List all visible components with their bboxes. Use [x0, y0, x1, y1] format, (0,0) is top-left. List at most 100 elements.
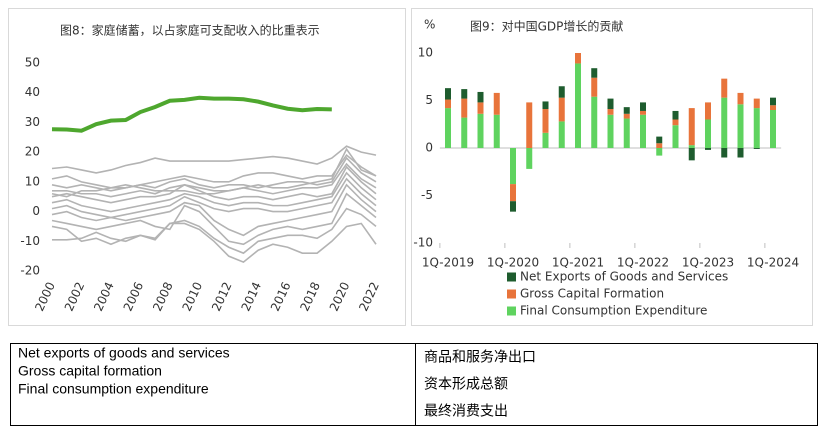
- bar-segment: [672, 110, 679, 120]
- cell: 最终消费支出: [424, 403, 508, 419]
- bar-segment: [721, 148, 728, 158]
- bar-segment: [445, 99, 451, 109]
- table: Net exports of goods and services Gross …: [10, 343, 818, 426]
- bar-segment: [721, 78, 728, 98]
- legend-swatch: [507, 289, 516, 299]
- x-tick-label: 1Q-2024: [747, 256, 799, 270]
- unit-label: %: [424, 18, 435, 32]
- series-line: [51, 147, 377, 198]
- x-tick-label: 2012: [209, 280, 235, 314]
- series-line: [51, 156, 377, 192]
- bar-segment: [623, 113, 630, 119]
- bar-segment: [461, 117, 468, 148]
- bar-segment: [770, 105, 776, 110]
- bar-segment: [640, 102, 646, 111]
- bar-segment: [607, 98, 614, 110]
- bar-segment: [461, 89, 468, 99]
- bar-segment: [737, 104, 744, 148]
- series-line: [51, 192, 377, 246]
- y-tick-label: 0: [425, 141, 433, 155]
- x-tick-label: 2020: [327, 280, 353, 314]
- bar-segment: [688, 108, 695, 146]
- bar-segment: [526, 102, 533, 148]
- chart-title: 图9：对中国GDP增长的贡献: [470, 19, 623, 34]
- x-tick-label: 1Q-2020: [487, 256, 539, 270]
- bar-segment: [558, 86, 565, 98]
- bar-segment: [688, 145, 695, 148]
- bar-segment: [770, 97, 776, 106]
- series-line: [51, 95, 332, 133]
- bar-segment: [753, 98, 760, 109]
- bar-segment: [607, 109, 614, 115]
- bar-segment: [510, 184, 516, 202]
- bar-segment: [721, 97, 728, 148]
- x-tick-label: 2002: [62, 280, 88, 314]
- y-tick-label: 30: [25, 115, 40, 129]
- x-tick-label: 2000: [32, 280, 58, 314]
- y-tick-label: 50: [25, 56, 40, 70]
- cell: Net exports of goods and services: [18, 345, 230, 361]
- series-line: [51, 171, 377, 213]
- bar-segment: [493, 114, 500, 148]
- bar-segment: [688, 148, 695, 161]
- series-line: [51, 165, 377, 204]
- bar-segment: [623, 118, 630, 148]
- bar-segment: [623, 107, 630, 114]
- series-line: [51, 207, 377, 255]
- series-line: [51, 177, 377, 219]
- bar-segment: [753, 108, 760, 148]
- bar-segment: [737, 148, 744, 158]
- x-tick-label: 2006: [121, 280, 147, 314]
- bar-segment: [558, 121, 565, 148]
- bar-segment: [510, 148, 516, 185]
- series-line: [52, 162, 377, 198]
- bar-segment: [591, 96, 598, 148]
- bar-segment: [493, 92, 500, 115]
- bar-segment: [591, 68, 598, 78]
- bar-segment: [477, 102, 484, 114]
- bar-segment: [575, 53, 581, 64]
- x-tick-label: 1Q-2019: [422, 256, 474, 270]
- x-tick-label: 2008: [150, 280, 176, 314]
- bar-segment: [445, 88, 451, 100]
- bar-segment: [705, 119, 711, 148]
- left-panel: [8, 8, 406, 326]
- cell: 资本形成总额: [424, 376, 508, 392]
- bar-segment: [656, 148, 663, 156]
- bar-segment: [672, 125, 679, 148]
- legend-label: Net Exports of Goods and Services: [520, 270, 728, 284]
- series-line: [52, 222, 377, 264]
- y-tick-label: -5: [421, 188, 433, 202]
- cell: Final consumption expenditure: [18, 381, 209, 397]
- bar-segment: [526, 148, 533, 169]
- y-tick-label: -10: [413, 236, 433, 250]
- bar-segment: [445, 108, 451, 148]
- bar-segment: [477, 113, 484, 148]
- y-tick-label: -20: [20, 264, 40, 278]
- y-tick-label: -10: [20, 234, 40, 248]
- bar-segment: [542, 132, 549, 148]
- bar-segment: [461, 98, 468, 118]
- y-tick-label: 0: [32, 204, 40, 218]
- bar-segment: [705, 148, 711, 150]
- legend-label: Gross Capital Formation: [520, 287, 664, 301]
- bar-segment: [558, 97, 565, 122]
- series-line: [51, 145, 377, 174]
- x-tick-label: 1Q-2023: [682, 256, 734, 270]
- y-tick-label: 20: [25, 145, 40, 159]
- bar-segment: [737, 92, 744, 105]
- y-tick-label: 10: [25, 174, 40, 188]
- bar-segment: [770, 110, 776, 148]
- x-tick-label: 2004: [91, 280, 117, 314]
- series-line: [51, 183, 377, 237]
- table-border: [10, 343, 818, 426]
- x-tick-label: 2014: [238, 280, 264, 314]
- bar-segment: [640, 114, 646, 148]
- cell: Gross capital formation: [18, 363, 162, 379]
- x-tick-label: 2022: [356, 280, 382, 314]
- bar-segment: [477, 91, 484, 103]
- bar-segment: [607, 114, 614, 148]
- bar-segment: [672, 119, 679, 126]
- bar-segment: [542, 101, 549, 110]
